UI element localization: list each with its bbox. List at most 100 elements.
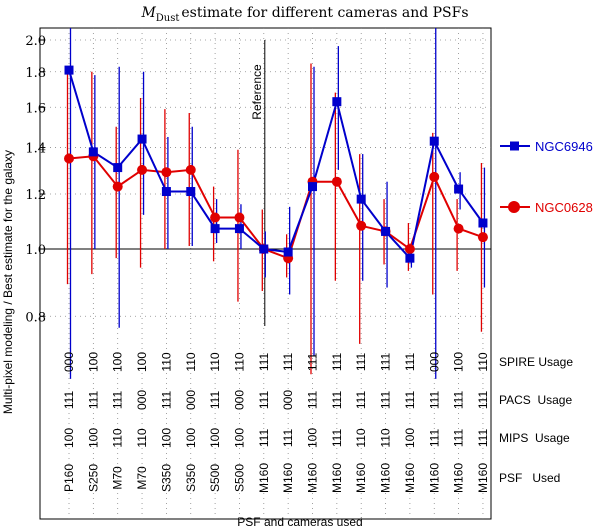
data-point-ngc0628 [210,212,221,223]
data-point-ngc0628 [356,220,367,231]
data-point-ngc0628 [137,164,148,175]
psf-used-value: S250 [86,464,100,492]
pacs-usage-value: 111 [208,391,222,410]
psf-used-value: M160 [306,463,320,493]
spire-usage-value: 111 [257,353,271,372]
spire-usage-value: 110 [184,352,198,371]
pacs-usage-value: 000 [135,390,149,410]
y-tick-label: 0.8 [25,310,46,325]
mips-usage-value: 111 [330,429,344,448]
mips-usage-value: 100 [208,428,222,448]
data-point-ngc6946 [381,226,391,236]
data-point-ngc6946 [88,147,98,157]
psf-used-value: M70 [111,466,125,490]
mips-usage-value: 100 [232,428,246,448]
pacs-usage-value: 111 [379,391,393,410]
pacs-usage-label: PACS Usage [499,393,572,407]
data-point-ngc6946 [186,187,196,197]
data-point-ngc6946 [308,182,317,192]
mips-usage-value: 100 [86,428,100,448]
mips-usage-value: 110 [135,428,149,447]
spire-usage-value: 100 [86,352,100,372]
psf-used-value: S500 [232,464,246,492]
grid [40,28,491,519]
data-point-ngc6946 [454,184,464,194]
data-point-ngc6946 [478,218,488,228]
mips-usage-value: 100 [62,428,76,448]
y-tick-label: 1.0 [25,243,46,258]
x-axis-label: PSF and cameras used [237,515,362,529]
data-point-ngc6946 [429,136,439,146]
plot-frame [39,27,492,520]
data-point-ngc6946 [332,97,342,107]
y-tick-label: 1.8 [25,66,46,81]
psf-used-value: S350 [159,464,173,492]
mips-usage-value: 111 [281,429,295,448]
spire-usage-value: 110 [159,352,173,371]
mips-usage-label: MIPS Usage [499,431,570,445]
spire-usage-value: 000 [62,352,76,372]
data-point-ngc6946 [161,187,171,197]
data-point-ngc0628 [112,181,123,192]
pacs-usage-value: 111 [476,391,490,410]
psf-used-value: S500 [208,464,222,492]
legend-marker-ngc6946 [510,141,519,151]
data-point-ngc0628 [185,164,196,175]
camera-usage-table: 000 100 100 100 110 110 110 110 111 111 111 111 111 1… [62,352,573,493]
mips-usage-value: 110 [354,428,368,447]
psf-used-value: M160 [476,463,490,493]
spire-usage-value: 111 [281,353,295,372]
data-point-ngc6946 [259,244,269,254]
pacs-usage-value: 111 [62,391,76,410]
mips-usage-value: 111 [476,429,490,448]
spire-usage-value: 110 [476,352,490,371]
y-tick-label: 1.2 [25,188,46,203]
data-point-ngc0628 [331,176,342,187]
spire-usage-value: 111 [330,353,344,372]
spire-usage-value: 110 [208,352,222,371]
mips-usage-value: 111 [452,429,466,448]
spire-usage-value: 110 [232,352,246,371]
y-axis-label: Multi-pixel modeling / Best estimate for… [1,150,15,414]
data-point-ngc6946 [210,224,220,234]
psf-used-value: M70 [135,466,149,490]
mips-usage-value: 100 [159,428,173,448]
series-line-ngc6946 [68,69,484,261]
psf-used-value: M160 [379,463,393,493]
pacs-usage-value: 000 [281,390,295,410]
y-ticks: 0.8 1.0 1.2 1.4 1.6 1.8 2.0 [25,34,46,325]
data-point-ngc6946 [64,65,74,75]
mips-usage-value: 111 [257,429,271,448]
data-point-ngc0628 [477,232,488,243]
mips-usage-value: 110 [111,428,125,447]
data-point-ngc6946 [356,194,366,204]
chart-title-text: estimate for different cameras and PSFs [181,5,468,21]
data-point-ngc6946 [137,134,147,144]
psf-used-value: M160 [354,463,368,493]
data-point-ngc0628 [234,212,245,223]
spire-usage-value: 000 [427,352,441,372]
pacs-usage-value: 111 [306,391,320,410]
pacs-usage-value: 111 [159,391,173,410]
data-point-ngc6946 [234,224,244,234]
series-lines [68,69,484,261]
reference-label: Reference [250,64,264,120]
data-point-ngc6946 [405,253,415,263]
reference-lines: Reference [40,40,491,326]
y-tick-label: 2.0 [25,34,46,49]
mips-usage-value: 100 [403,428,417,448]
psf-used-value: S350 [184,464,198,492]
pacs-usage-value: 111 [86,391,100,410]
spire-usage-value: 111 [403,353,417,372]
pacs-usage-value: 000 [184,390,198,410]
spire-usage-value: 100 [452,352,466,372]
data-point-ngc0628 [404,244,415,254]
legend-marker-ngc0628 [508,201,520,213]
spire-usage-value: 111 [306,353,320,372]
psf-used-label: PSF Used [499,471,560,485]
y-tick-label: 1.4 [25,142,46,157]
data-point-ngc0628 [64,153,74,164]
pacs-usage-value: 111 [452,391,466,410]
legend: NGC6946 NGC0628 [500,139,593,215]
pacs-usage-value: 111 [111,391,125,410]
